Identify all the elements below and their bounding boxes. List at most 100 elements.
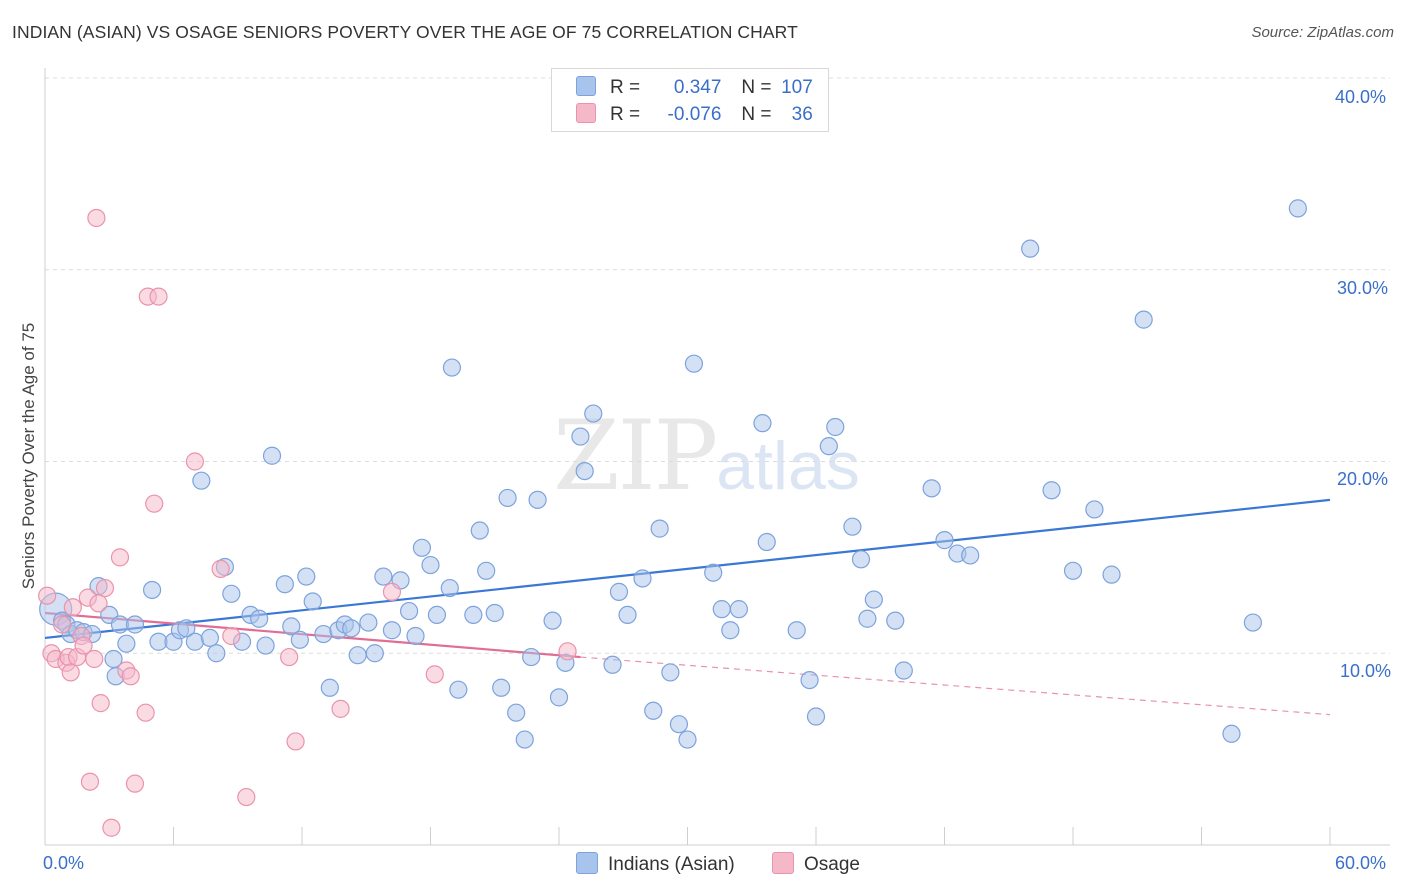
point-osage — [102, 818, 121, 837]
trend-line-osage-extension — [580, 656, 1331, 716]
point-osage — [280, 647, 299, 667]
point-osage — [286, 732, 305, 751]
point-indians-asian — [412, 538, 432, 557]
point-osage — [136, 703, 155, 722]
point-indians-asian — [477, 561, 496, 580]
point-indians-asian — [290, 630, 309, 649]
point-indians-asian — [192, 471, 211, 490]
point-indians-asian — [886, 611, 905, 630]
point-osage — [95, 578, 115, 598]
point-indians-asian — [222, 584, 241, 603]
point-osage — [53, 615, 72, 634]
point-indians-asian — [442, 358, 462, 377]
point-indians-asian — [185, 632, 205, 651]
point-indians-asian — [303, 592, 322, 611]
point-indians-asian — [806, 707, 826, 726]
point-indians-asian — [858, 609, 877, 628]
point-indians-asian — [314, 624, 333, 644]
point-osage — [382, 582, 402, 601]
point-osage — [61, 663, 80, 682]
point-indians-asian — [522, 647, 541, 667]
point-indians-asian — [528, 490, 547, 509]
point-indians-asian — [382, 621, 402, 640]
legend-swatch-pink — [576, 103, 596, 123]
point-osage — [222, 626, 241, 646]
point-indians-asian — [470, 521, 489, 540]
point-osage — [38, 586, 57, 605]
point-indians-asian — [200, 628, 220, 648]
point-indians-asian — [584, 404, 603, 423]
point-indians-asian — [250, 609, 269, 628]
point-osage — [125, 774, 145, 793]
point-indians-asian — [348, 646, 367, 665]
point-indians-asian — [1288, 199, 1307, 218]
legend-r-value: 0.347 — [673, 77, 722, 98]
y-tick-label-30: 30.0% — [1337, 278, 1389, 298]
point-osage — [211, 559, 230, 578]
point-indians-asian — [644, 701, 663, 720]
legend-n-label: N = — [741, 77, 772, 98]
point-indians-asian — [961, 546, 980, 565]
point-indians-asian — [485, 603, 504, 623]
point-indians-asian — [1102, 565, 1121, 584]
point-indians-asian — [492, 678, 511, 697]
bottom-legend-swatch-pink — [772, 852, 794, 874]
point-indians-asian — [571, 427, 590, 446]
point-indians-asian — [826, 417, 845, 437]
y-tick-label-20: 20.0% — [1337, 469, 1389, 489]
point-indians-asian — [406, 626, 425, 646]
point-indians-asian — [1134, 310, 1153, 329]
point-indians-asian — [603, 655, 622, 674]
legend-row-osage: R = -0.076 N = 36 — [576, 103, 813, 125]
point-indians-asian — [507, 703, 526, 722]
legend-r-value: -0.076 — [667, 104, 722, 125]
point-indians-asian — [661, 663, 680, 682]
watermark-zip: ZIP — [553, 400, 718, 512]
legend-n-label: N = — [741, 104, 772, 125]
point-indians-asian — [464, 605, 483, 625]
point-osage — [331, 699, 350, 718]
point-indians-asian — [575, 461, 594, 481]
bottom-legend-swatch-blue — [576, 852, 598, 874]
legend-row-indians: R = 0.347 N = 107 — [576, 76, 813, 98]
point-indians-asian — [1085, 500, 1104, 519]
point-osage — [185, 452, 205, 471]
point-indians-asian — [262, 446, 282, 465]
point-osage — [89, 594, 108, 613]
legend-r-label: R = — [610, 104, 641, 125]
chart-source: Source: ZipAtlas.com — [1251, 24, 1394, 41]
bottom-legend-label: Indians (Asian) — [608, 854, 735, 875]
point-osage — [237, 787, 256, 807]
point-indians-asian — [678, 730, 697, 749]
point-indians-asian — [704, 563, 723, 582]
x-tick-label-min: 0.0% — [43, 853, 85, 873]
point-osage — [110, 548, 130, 567]
point-indians-asian — [1243, 613, 1263, 632]
point-indians-asian — [256, 636, 275, 655]
correlation-legend: R = 0.347 N = 107 R = -0.076 N = 36 — [551, 68, 829, 132]
trend-line-indians — [44, 498, 1331, 640]
point-osage — [85, 649, 104, 669]
point-indians-asian — [342, 619, 361, 638]
point-indians-asian — [757, 532, 776, 552]
point-indians-asian — [374, 567, 393, 586]
point-indians-asian — [684, 354, 704, 373]
point-indians-asian — [449, 680, 468, 699]
point-osage — [87, 208, 106, 228]
point-indians-asian — [427, 605, 447, 625]
point-osage — [558, 642, 577, 661]
point-osage — [91, 694, 110, 713]
point-indians-asian — [1063, 561, 1083, 580]
bottom-legend-label: Osage — [804, 854, 860, 875]
point-indians-asian — [843, 517, 862, 536]
point-indians-asian — [282, 617, 301, 636]
point-indians-asian — [515, 730, 534, 749]
series-indians-asian — [39, 199, 1307, 749]
point-indians-asian — [922, 479, 941, 498]
point-indians-asian — [669, 715, 689, 734]
point-osage — [145, 494, 164, 513]
legend-n-value: 36 — [791, 104, 813, 125]
legend-swatch-blue — [576, 76, 596, 96]
point-indians-asian — [543, 611, 562, 630]
